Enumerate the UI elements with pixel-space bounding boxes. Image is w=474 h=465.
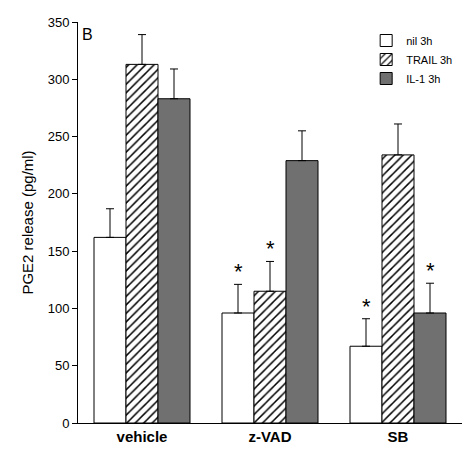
svg-text:300: 300: [48, 72, 70, 87]
svg-text:B: B: [82, 26, 93, 43]
svg-text:200: 200: [48, 186, 70, 201]
svg-text:nil 3h: nil 3h: [406, 35, 432, 47]
svg-text:50: 50: [55, 358, 69, 373]
svg-text:0: 0: [62, 416, 69, 431]
svg-text:150: 150: [48, 244, 70, 259]
svg-text:*: *: [426, 258, 435, 283]
svg-text:IL-1 3h: IL-1 3h: [406, 73, 440, 85]
svg-text:100: 100: [48, 301, 70, 316]
svg-text:vehicle: vehicle: [117, 428, 168, 445]
svg-text:250: 250: [48, 129, 70, 144]
svg-text:PGE2 release (pg/ml): PGE2 release (pg/ml): [19, 150, 36, 294]
svg-text:SB: SB: [388, 428, 409, 445]
svg-text:z-VAD: z-VAD: [248, 428, 291, 445]
svg-text:350: 350: [48, 15, 70, 30]
svg-text:*: *: [362, 294, 371, 319]
svg-text:TRAIL 3h: TRAIL 3h: [406, 54, 452, 66]
svg-text:*: *: [234, 259, 243, 284]
svg-text:*: *: [266, 236, 275, 261]
